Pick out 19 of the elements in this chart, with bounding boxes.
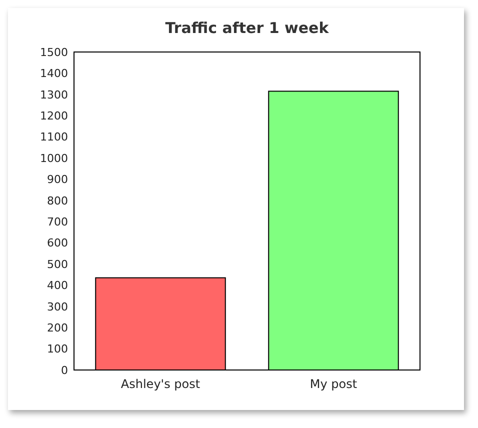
y-tick-label: 600	[47, 236, 68, 250]
y-tick-label: 400	[47, 279, 68, 292]
chart-title: Traffic after 1 week	[165, 19, 330, 37]
y-tick-label: 700	[47, 215, 68, 228]
y-tick-label: 100	[47, 342, 68, 356]
y-tick-label: 1400	[40, 67, 68, 80]
y-tick-label: 500	[47, 258, 68, 271]
x-tick-label: Ashley's post	[120, 377, 200, 391]
y-tick-label: 1500	[40, 46, 68, 59]
y-tick-label: 0	[61, 364, 68, 377]
y-tick-label: 1100	[40, 130, 68, 144]
y-tick-label: 800	[47, 194, 68, 208]
y-tick-label: 1000	[40, 152, 68, 165]
y-tick-label: 1300	[40, 88, 68, 102]
y-tick-label: 900	[47, 173, 68, 186]
y-tick-label: 1200	[40, 109, 68, 122]
x-tick-label: My post	[310, 377, 358, 391]
y-tick-label: 300	[47, 300, 68, 314]
y-tick-label: 200	[47, 321, 68, 334]
